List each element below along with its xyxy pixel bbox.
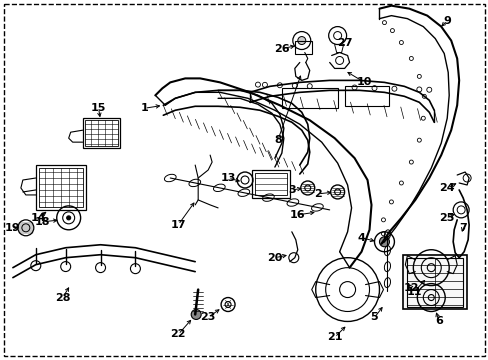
- Bar: [82, 118, 120, 148]
- Text: 27: 27: [336, 37, 352, 48]
- Bar: [36, 165, 85, 210]
- Bar: [294, 41, 311, 54]
- Text: 25: 25: [439, 213, 454, 223]
- Text: 22: 22: [170, 329, 185, 339]
- Text: 4: 4: [357, 233, 365, 243]
- Circle shape: [66, 216, 71, 220]
- Text: 9: 9: [442, 15, 450, 26]
- Circle shape: [191, 310, 201, 319]
- Bar: [281, 88, 337, 108]
- Text: 5: 5: [370, 312, 378, 323]
- Text: 23: 23: [200, 312, 215, 323]
- Text: 7: 7: [458, 223, 466, 233]
- Text: 1: 1: [140, 103, 148, 113]
- Text: 26: 26: [273, 44, 289, 54]
- Text: 12: 12: [403, 283, 418, 293]
- Bar: [344, 86, 388, 106]
- Circle shape: [379, 237, 388, 247]
- Bar: [84, 120, 118, 146]
- Text: 15: 15: [91, 103, 106, 113]
- Text: 13: 13: [220, 173, 235, 183]
- Text: 14: 14: [31, 213, 46, 223]
- Text: 19: 19: [5, 223, 20, 233]
- Bar: [254, 173, 286, 195]
- Circle shape: [297, 37, 305, 45]
- Text: 20: 20: [266, 253, 282, 263]
- Bar: [251, 170, 289, 198]
- Text: 6: 6: [434, 316, 442, 327]
- Text: 17: 17: [170, 220, 185, 230]
- Text: 10: 10: [356, 77, 371, 87]
- Text: 11: 11: [406, 287, 421, 297]
- Bar: [39, 168, 82, 207]
- Text: 24: 24: [439, 183, 454, 193]
- Text: 28: 28: [55, 293, 70, 302]
- Text: 16: 16: [289, 210, 305, 220]
- Text: 18: 18: [35, 217, 50, 227]
- Text: 3: 3: [287, 185, 295, 195]
- Bar: [407, 258, 462, 306]
- Bar: [403, 255, 466, 310]
- Text: 8: 8: [273, 135, 281, 145]
- Text: 2: 2: [313, 189, 321, 199]
- Text: 21: 21: [326, 332, 342, 342]
